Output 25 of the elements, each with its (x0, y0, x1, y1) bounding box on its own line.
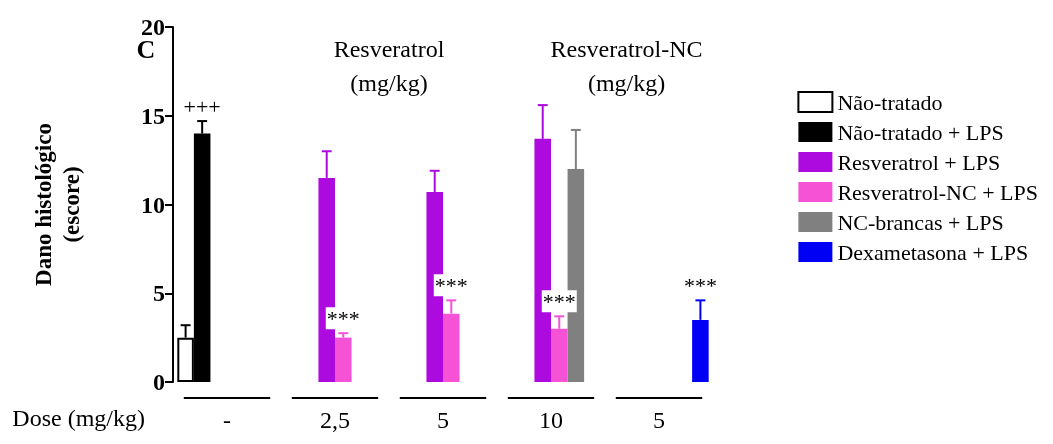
data-label: *** (326, 305, 360, 331)
annotation: Resveratrol (mg/kg) (333, 36, 445, 97)
data-label: +++ (183, 93, 221, 119)
y-tick-label: 15 (141, 102, 165, 129)
data-label: *** (542, 288, 576, 314)
y-tick-label: 5 (153, 280, 165, 307)
annotation: Resveratrol-NC (mg/kg) (550, 36, 703, 97)
y-tick-label: 0 (153, 369, 165, 395)
legend-label: Resveratrol + LPS (837, 149, 1001, 175)
x-axis-title: Dose (mg/kg) (12, 405, 145, 431)
legend-label: Não-tratado + LPS (837, 119, 1004, 145)
x-tick-label: 2,5 (320, 407, 350, 433)
y-tick-label: 10 (141, 191, 165, 218)
x-tick-label: 5 (437, 407, 449, 433)
y-axis-title: Dano histológico (escore) (30, 123, 84, 286)
data-label: *** (434, 272, 468, 298)
bar (335, 337, 352, 382)
x-tick-label: 5 (653, 407, 665, 433)
legend-label: Dexametasona + LPS (837, 239, 1029, 265)
legend-label: Resveratrol-NC + LPS (837, 179, 1039, 205)
legend-label: Não-tratado (837, 89, 943, 115)
data-label: *** (683, 272, 717, 298)
legend-label: NC-brancas + LPS (837, 209, 1004, 235)
x-tick-label: 10 (539, 407, 563, 433)
x-tick-label: - (223, 407, 231, 433)
